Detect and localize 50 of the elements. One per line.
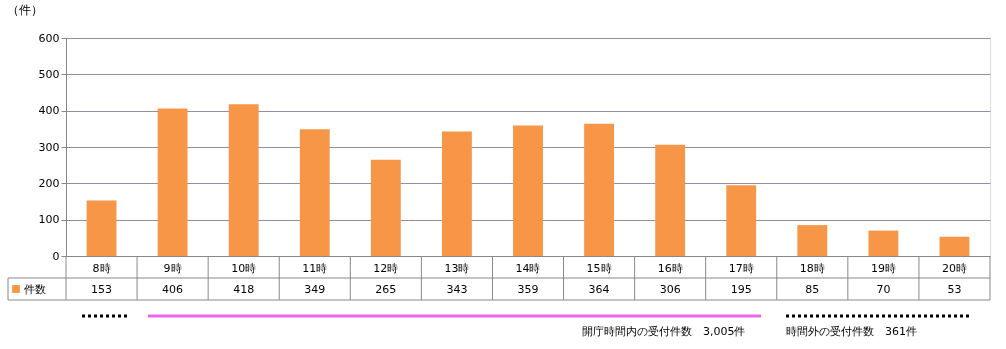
data-label: 406 xyxy=(162,283,184,296)
data-label: 70 xyxy=(876,283,891,296)
y-tick-label: 100 xyxy=(38,213,60,227)
bar xyxy=(228,104,259,256)
bar xyxy=(513,125,543,256)
x-tick-label: 12時 xyxy=(373,261,399,275)
bar xyxy=(157,108,188,256)
x-tick-label: 19時 xyxy=(870,261,896,275)
bar xyxy=(442,131,472,256)
data-label: 343 xyxy=(446,283,468,296)
bar xyxy=(726,185,757,256)
y-tick-label: 0 xyxy=(52,249,60,263)
data-label: 53 xyxy=(947,283,962,296)
x-tick-label: 18時 xyxy=(799,261,825,275)
legend-label: 件数 xyxy=(24,283,46,296)
data-label: 195 xyxy=(730,283,752,296)
data-label: 265 xyxy=(375,283,397,296)
x-tick-label: 14時 xyxy=(515,261,541,275)
x-tick-label: 9時 xyxy=(163,261,182,275)
x-tick-label: 10時 xyxy=(231,261,257,275)
x-tick-label: 13時 xyxy=(444,261,470,275)
bar xyxy=(939,236,970,256)
data-label: 85 xyxy=(805,283,820,296)
bar xyxy=(655,144,686,256)
y-tick-label: 200 xyxy=(38,176,60,190)
y-tick-label: 400 xyxy=(38,104,60,118)
x-tick-label: 11時 xyxy=(302,261,328,275)
y-axis-title: （件） xyxy=(6,2,43,17)
bar xyxy=(584,123,614,256)
data-label: 306 xyxy=(659,283,681,296)
bar xyxy=(299,129,330,256)
x-tick-label: 8時 xyxy=(92,261,111,275)
data-label: 153 xyxy=(91,283,113,296)
x-tick-label: 17時 xyxy=(728,261,754,275)
bar xyxy=(797,225,828,256)
data-label: 364 xyxy=(588,283,610,296)
data-label: 359 xyxy=(517,283,539,296)
bar xyxy=(868,230,899,256)
bar xyxy=(86,200,117,256)
y-tick-label: 600 xyxy=(38,31,60,45)
x-tick-label: 16時 xyxy=(657,261,683,275)
y-tick-label: 300 xyxy=(38,140,60,154)
x-tick-label: 20時 xyxy=(941,261,967,275)
bar xyxy=(370,159,401,256)
x-tick-label: 15時 xyxy=(586,261,612,275)
data-label: 418 xyxy=(233,283,255,296)
text: 時間外の受付件数 361件 xyxy=(786,325,917,338)
text: 開庁時間内の受付件数 3,005件 xyxy=(582,325,746,338)
y-tick-label: 500 xyxy=(38,67,60,81)
data-label: 349 xyxy=(304,283,326,296)
